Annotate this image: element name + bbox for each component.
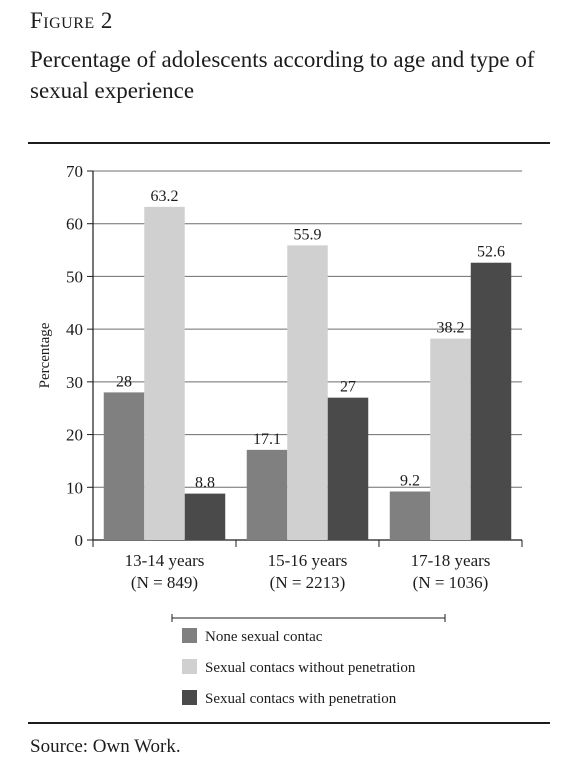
- y-tick-label: 0: [75, 531, 84, 550]
- bar-value-label: 9.2: [400, 473, 420, 490]
- bar: [144, 206, 185, 541]
- y-tick-label: 30: [66, 373, 83, 392]
- bar-value-label: 8.8: [195, 475, 215, 492]
- bar: [103, 392, 145, 540]
- legend-swatch: [182, 628, 197, 643]
- x-tick-label-n: (N = 1036): [413, 573, 489, 592]
- figure-label: Figure 2: [30, 8, 113, 33]
- bar: [430, 338, 471, 540]
- legend-label: None sexual contac: [205, 629, 323, 645]
- bar: [246, 449, 288, 540]
- x-tick-label: 15-16 years: [268, 551, 348, 570]
- bottom-rule: [28, 722, 550, 724]
- bar-value-label: 27: [340, 379, 356, 396]
- bar: [184, 493, 226, 540]
- y-tick-label: 50: [66, 267, 83, 286]
- legend-label: Sexual contacs with penetration: [205, 691, 397, 707]
- bar-value-label: 55.9: [294, 226, 322, 243]
- bar: [327, 397, 369, 540]
- legend-swatch: [182, 690, 197, 705]
- y-tick-label: 40: [66, 320, 83, 339]
- y-axis-label: Percentage: [37, 322, 53, 388]
- bar-value-label: 63.2: [151, 188, 179, 205]
- legend-swatch: [182, 659, 197, 674]
- x-tick-label: 13-14 years: [125, 551, 205, 570]
- bar: [287, 245, 328, 540]
- chart-title: Percentage of adolescents according to a…: [30, 47, 535, 103]
- bar-value-label: 17.1: [253, 431, 281, 448]
- source-note: Source: Own Work.: [30, 736, 181, 757]
- top-rule: [28, 142, 550, 144]
- y-tick-label: 70: [66, 162, 83, 181]
- y-tick-label: 20: [66, 426, 83, 445]
- bar: [470, 262, 512, 540]
- y-tick-label: 60: [66, 215, 83, 234]
- bar-value-label: 38.2: [437, 320, 465, 337]
- x-tick-label-n: (N = 2213): [270, 573, 346, 592]
- bar: [389, 491, 431, 540]
- x-tick-label-n: (N = 849): [131, 573, 198, 592]
- legend-label: Sexual contacs without penetration: [205, 660, 416, 676]
- bar-chart: 0 10 20 30 40 50 60 70 Percentage 28 63.2 8.8 13-14 …: [37, 162, 523, 707]
- y-tick-label: 10: [66, 478, 83, 497]
- bar-value-label: 52.6: [477, 244, 505, 261]
- bar-value-label: 28: [116, 373, 132, 390]
- x-tick-label: 17-18 years: [411, 551, 491, 570]
